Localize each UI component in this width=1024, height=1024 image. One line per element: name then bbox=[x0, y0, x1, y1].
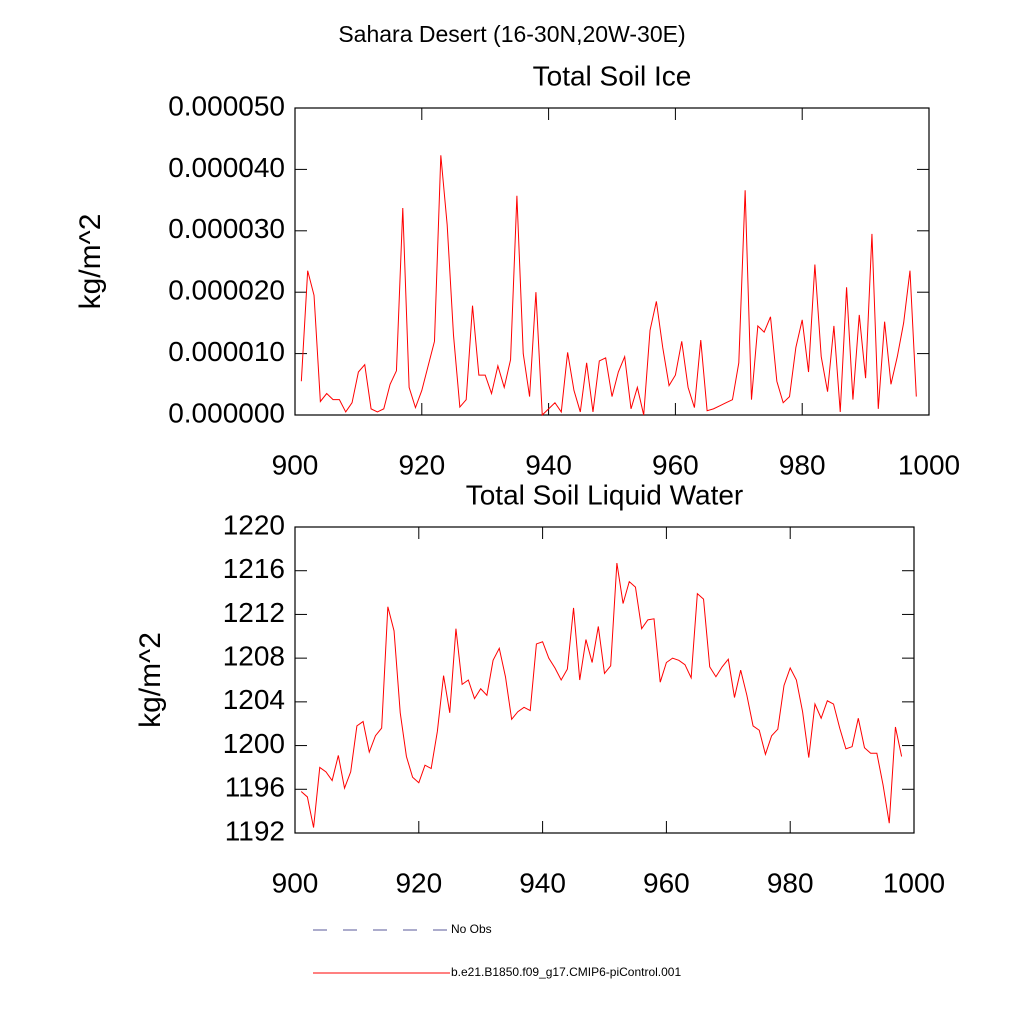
data-line bbox=[300, 155, 917, 417]
x-tick-label: 940 bbox=[525, 449, 572, 480]
y-axis-label: kg/m^2 bbox=[74, 214, 107, 310]
y-tick-label: 1204 bbox=[223, 684, 285, 715]
x-tick-label: 900 bbox=[272, 449, 319, 480]
y-tick-label: 0.000020 bbox=[168, 275, 285, 306]
y-tick-label: 1220 bbox=[223, 509, 285, 540]
x-tick-label: 920 bbox=[395, 867, 442, 898]
x-tick-label: 960 bbox=[652, 449, 699, 480]
x-tick-label: 940 bbox=[519, 867, 566, 898]
y-tick-label: 1208 bbox=[223, 641, 285, 672]
y-tick-label: 1196 bbox=[225, 772, 285, 803]
x-tick-label: 980 bbox=[779, 449, 826, 480]
y-tick-label: 1216 bbox=[223, 553, 285, 584]
legend-label: No Obs bbox=[451, 922, 492, 936]
y-tick-label: 0.000030 bbox=[168, 213, 285, 244]
y-tick-label: 1200 bbox=[223, 728, 285, 759]
x-tick-label: 960 bbox=[643, 867, 690, 898]
x-tick-label: 980 bbox=[767, 867, 814, 898]
y-tick-label: 1212 bbox=[223, 597, 285, 628]
figure-title: Sahara Desert (16-30N,20W-30E) bbox=[338, 21, 685, 47]
y-tick-label: 0.000010 bbox=[168, 336, 285, 367]
x-tick-label: 1000 bbox=[898, 449, 960, 480]
y-tick-label: 0.000040 bbox=[168, 152, 285, 183]
x-tick-label: 900 bbox=[272, 867, 319, 898]
plot-frame bbox=[294, 526, 915, 834]
y-axis-label: kg/m^2 bbox=[134, 632, 167, 728]
y-tick-label: 0.000000 bbox=[168, 397, 285, 428]
panel-title: Total Soil Liquid Water bbox=[466, 479, 744, 510]
plot-frame bbox=[294, 107, 930, 416]
y-tick-label: 1192 bbox=[225, 815, 285, 846]
legend-label: b.e21.B1850.f09_g17.CMIP6-piControl.001 bbox=[451, 965, 681, 979]
data-line bbox=[300, 562, 903, 828]
x-tick-label: 920 bbox=[398, 449, 445, 480]
x-tick-label: 1000 bbox=[883, 867, 945, 898]
panel-title: Total Soil Ice bbox=[533, 60, 692, 91]
y-tick-label: 0.000050 bbox=[168, 90, 285, 121]
